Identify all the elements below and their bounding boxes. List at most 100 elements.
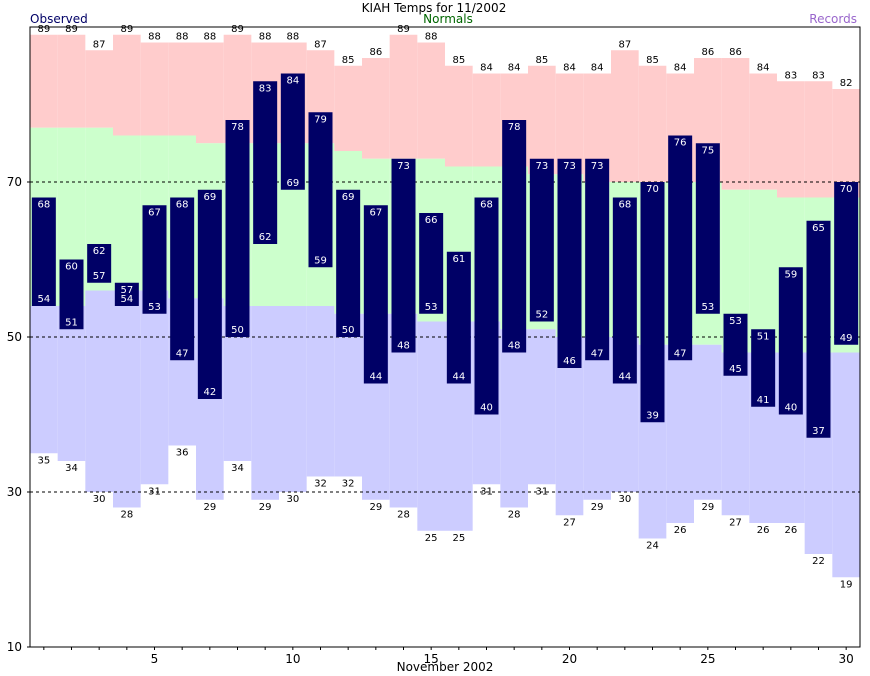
observed-low-label: 37 — [812, 426, 825, 437]
observed-high-label: 67 — [148, 207, 161, 218]
record-low-label: 28 — [397, 510, 410, 521]
record-high-label: 85 — [452, 55, 465, 66]
record-low-label: 27 — [563, 517, 576, 528]
observed-bar — [502, 120, 527, 353]
observed-low-label: 69 — [286, 178, 299, 189]
record-low-label: 27 — [729, 517, 742, 528]
record-low-band — [583, 337, 611, 500]
observed-high-label: 68 — [37, 200, 50, 211]
observed-high-label: 68 — [176, 200, 189, 211]
record-low-label: 34 — [231, 463, 244, 474]
record-high-band — [472, 73, 501, 167]
observed-high-label: 66 — [425, 215, 438, 226]
normal-band — [749, 189, 777, 353]
record-low-band — [500, 329, 528, 508]
observed-bar — [419, 213, 444, 314]
observed-low-label: 44 — [618, 372, 631, 383]
record-low-label: 28 — [120, 510, 133, 521]
record-high-band — [721, 58, 750, 190]
record-low-label: 29 — [591, 502, 604, 513]
record-high-band — [832, 89, 860, 198]
observed-low-label: 41 — [757, 395, 770, 406]
observed-bar — [806, 220, 831, 438]
record-low-band — [306, 306, 335, 477]
record-high-band — [140, 42, 169, 136]
record-low-band — [666, 344, 694, 523]
record-high-label: 85 — [342, 55, 355, 66]
observed-high-label: 59 — [784, 269, 797, 280]
observed-low-label: 48 — [508, 341, 521, 352]
record-high-label: 89 — [120, 24, 133, 35]
observed-high-label: 61 — [452, 254, 465, 265]
observed-bar — [363, 205, 388, 384]
observed-high-label: 68 — [480, 200, 493, 211]
observed-bar — [280, 73, 305, 190]
record-low-band — [528, 329, 556, 485]
observed-bar — [391, 158, 416, 353]
observed-low-label: 47 — [674, 348, 687, 359]
record-low-band — [113, 290, 141, 508]
record-high-label: 87 — [618, 39, 631, 50]
record-low-band — [85, 290, 113, 492]
observed-low-label: 57 — [93, 271, 106, 282]
observed-bar — [31, 197, 56, 306]
x-tick-label: 15 — [424, 652, 439, 666]
observed-bar — [142, 205, 167, 314]
record-low-label: 31 — [480, 486, 493, 497]
record-high-band — [30, 34, 58, 128]
y-tick-label: 50 — [7, 330, 22, 344]
y-tick-label: 30 — [7, 485, 22, 499]
record-high-label: 84 — [674, 63, 687, 74]
observed-low-label: 47 — [591, 348, 604, 359]
record-high-band — [749, 73, 777, 190]
observed-low-label: 40 — [480, 403, 493, 414]
record-high-label: 88 — [259, 32, 272, 43]
record-high-band — [113, 34, 141, 136]
observed-high-label: 76 — [674, 138, 687, 149]
observed-bar — [474, 197, 499, 415]
observed-high-label: 73 — [591, 161, 604, 172]
observed-low-label: 40 — [784, 403, 797, 414]
observed-bar — [446, 251, 471, 384]
x-axis-label: November 2002 — [397, 660, 494, 674]
observed-bar — [225, 120, 250, 337]
observed-bar — [114, 282, 139, 306]
record-high-band — [638, 65, 667, 182]
y-tick-label: 10 — [7, 640, 22, 654]
record-low-label: 29 — [203, 502, 216, 513]
record-high-label: 84 — [563, 63, 576, 74]
record-low-label: 26 — [784, 525, 797, 536]
observed-high-label: 67 — [369, 207, 382, 218]
observed-bar — [59, 259, 84, 330]
record-high-label: 83 — [784, 70, 797, 81]
x-tick-label: 10 — [285, 652, 300, 666]
observed-low-label: 39 — [646, 410, 659, 421]
observed-bar — [834, 182, 859, 345]
x-tick-label: 20 — [562, 652, 577, 666]
x-tick-label: 5 — [151, 652, 159, 666]
record-low-band — [251, 306, 279, 500]
record-high-label: 85 — [646, 55, 659, 66]
record-low-label: 34 — [65, 463, 78, 474]
record-low-band — [334, 313, 362, 477]
observed-high-label: 69 — [342, 192, 355, 203]
record-high-band — [85, 50, 113, 128]
record-low-label: 32 — [342, 479, 355, 490]
observed-low-label: 50 — [342, 325, 355, 336]
observed-high-label: 53 — [729, 316, 742, 327]
record-low-band — [721, 352, 750, 516]
observed-bar — [585, 158, 610, 361]
chart-title: KIAH Temps for 11/2002 — [362, 1, 507, 15]
observed-high-label: 78 — [508, 122, 521, 133]
observed-bar — [723, 313, 748, 376]
observed-high-label: 62 — [93, 246, 106, 257]
record-high-label: 88 — [148, 32, 161, 43]
record-high-label: 86 — [701, 47, 714, 58]
record-high-band — [611, 50, 639, 182]
record-high-band — [57, 34, 86, 128]
y-tick-label: 70 — [7, 175, 22, 189]
observed-bar — [668, 135, 693, 361]
record-low-label: 26 — [674, 525, 687, 536]
record-low-label: 29 — [259, 502, 272, 513]
